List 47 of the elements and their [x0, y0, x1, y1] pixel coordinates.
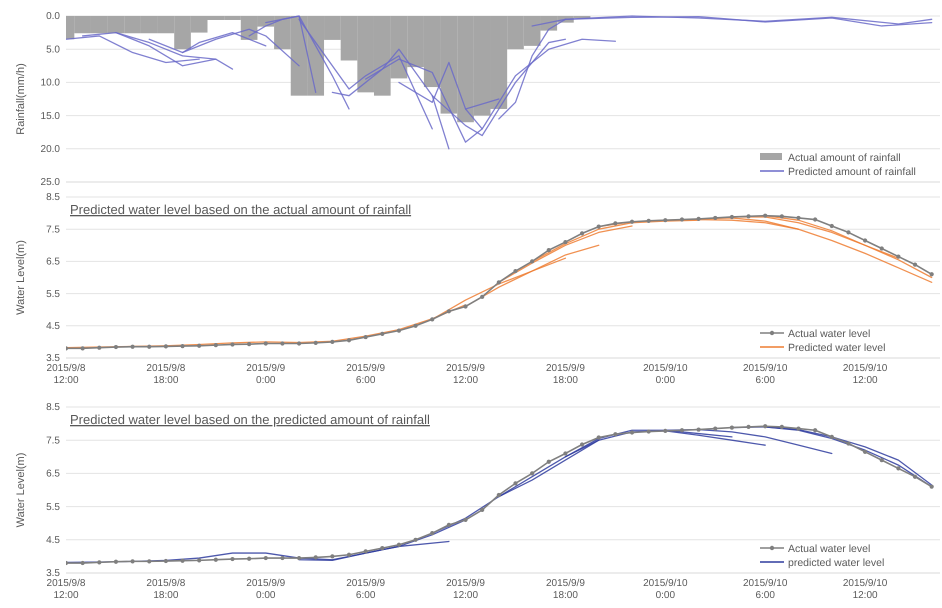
x-tick-label: 2015/9/9 0:00 [246, 363, 286, 386]
y-tick-label: 8.5 [46, 192, 60, 204]
y-tick-label: 3.5 [46, 353, 60, 364]
y-tick-label: 5.5 [46, 502, 60, 513]
x-tick-label: 2015/9/9 12:00 [446, 363, 486, 386]
x-tick-label: 2015/9/10 6:00 [742, 578, 788, 601]
x-tick-label: 2015/9/8 12:00 [46, 363, 86, 386]
x-tick-label: 2015/9/9 12:00 [446, 578, 486, 601]
x-tick-label: 2015/9/9 18:00 [546, 363, 586, 386]
x-tick-label: 2015/9/8 12:00 [46, 578, 86, 601]
y-tick-label: 5.5 [46, 288, 60, 300]
y-tick-label: 20.0 [40, 144, 60, 155]
legend-label: predicted water level [788, 557, 884, 569]
y-tick-label: 25.0 [40, 177, 60, 188]
y-tick-label: 15.0 [40, 110, 60, 122]
y-axis-title: Water Level(m) [15, 240, 27, 315]
x-tick-label: 2015/9/8 18:00 [146, 578, 186, 601]
y-tick-label: 6.5 [46, 256, 60, 268]
x-tick-label: 2015/9/10 0:00 [643, 363, 688, 386]
x-tick-label: 2015/9/9 0:00 [246, 578, 286, 601]
y-tick-label: 6.5 [46, 468, 60, 480]
y-tick-label: 5.0 [46, 44, 60, 56]
x-tick-label: 2015/9/8 18:00 [146, 363, 186, 386]
legend-label: Actual amount of rainfall [788, 152, 901, 164]
y-tick-label: 7.5 [46, 435, 60, 446]
y-tick-label: 3.5 [46, 568, 60, 580]
x-tick-label: 2015/9/10 0:00 [643, 578, 688, 601]
y-axis-title: Water Level(m) [15, 452, 27, 528]
legend-label: Actual water level [788, 543, 870, 555]
chart-title: Predicted water level based on the actual amount of rainfall [70, 202, 412, 217]
legend-label: Predicted amount of rainfall [788, 166, 916, 178]
y-tick-label: 0.0 [46, 11, 60, 22]
legend-label: Predicted water level [788, 342, 886, 354]
y-tick-label: 10.0 [40, 78, 60, 89]
y-tick-label: 8.5 [46, 402, 60, 414]
y-tick-label: 7.5 [46, 224, 60, 236]
y-axis-title: Rainfall(mm/h) [15, 63, 27, 135]
x-tick-label: 2015/9/9 6:00 [346, 363, 386, 386]
x-tick-label: 2015/9/9 6:00 [346, 578, 386, 601]
x-tick-label: 2015/9/10 6:00 [742, 363, 788, 386]
x-tick-label: 2015/9/10 12:00 [842, 578, 888, 601]
y-tick-label: 4.5 [46, 321, 60, 332]
x-tick-label: 2015/9/9 18:00 [546, 578, 586, 601]
y-tick-label: 4.5 [46, 535, 60, 546]
chart-title: Predicted water level based on the predicted amount of rainfall [70, 412, 430, 427]
legend-label: Actual water level [788, 328, 870, 340]
x-tick-label: 2015/9/10 12:00 [842, 363, 888, 386]
